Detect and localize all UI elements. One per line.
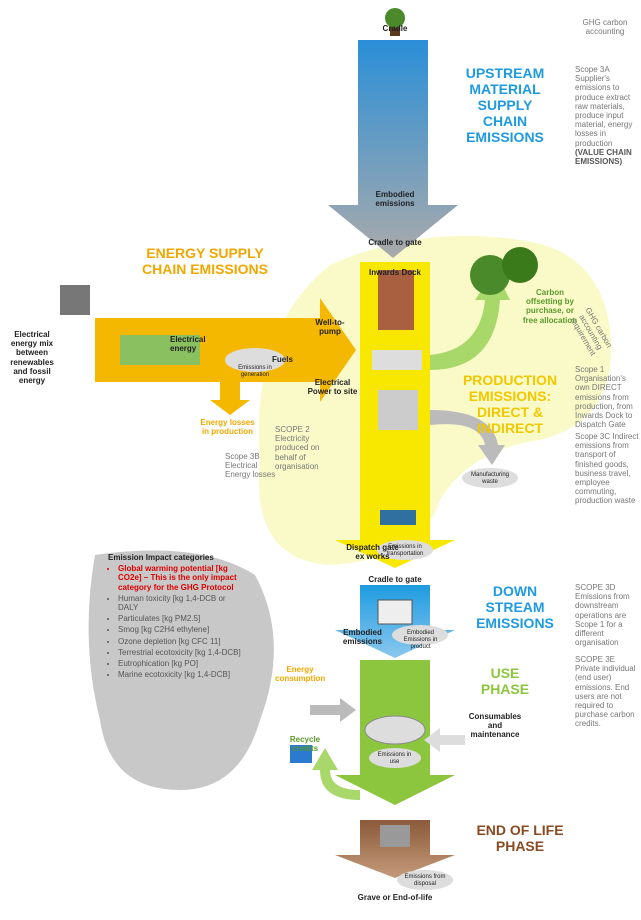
- label: Energy consumption: [275, 665, 325, 683]
- impact-item: Global warming potential [kg CO2e] – Thi…: [118, 564, 248, 592]
- scope: Scope 3A Supplier's emissions to produce…: [575, 65, 637, 166]
- label: Electrical energy mix between renewables…: [2, 330, 62, 385]
- impact-item: Human toxicity [kg 1,4-DCB or DALY: [118, 594, 248, 612]
- impact-item: Ozone depletion [kg CFC 11]: [118, 637, 248, 646]
- scope: Scope 1 Organisation's own DIRECT emissi…: [575, 365, 637, 429]
- impact-item: Terrestrial ecotoxicity [kg 1,4-DCB]: [118, 648, 248, 657]
- label: Embodied emissions: [340, 628, 385, 646]
- list: Global warming potential [kg CO2e] – Thi…: [108, 564, 248, 679]
- label: Dispatch gate ex works: [345, 543, 400, 561]
- impact-item: Particulates [kg PM2.5]: [118, 614, 248, 623]
- label: Cradle to gate: [365, 238, 425, 247]
- label: Well-to-pump: [305, 318, 355, 336]
- diagram: Cradle GHG carbon accounting UPSTREAM MA…: [0, 0, 641, 920]
- label: Electrical Power to site: [305, 378, 360, 396]
- label: Electrical energy: [170, 335, 220, 353]
- scope: SCOPE 3E Private individual (end user) e…: [575, 655, 637, 729]
- label: Cradle: [365, 24, 425, 33]
- title: DOWN STREAM EMISSIONS: [465, 583, 565, 631]
- label: Emissions in use: [372, 752, 417, 766]
- text: (VALUE CHAIN EMISSIONS): [575, 148, 632, 166]
- scope: SCOPE 3D Emissions from downstream opera…: [575, 583, 637, 647]
- title: UPSTREAM MATERIAL SUPPLY CHAIN EMISSIONS: [455, 65, 555, 145]
- impact-item: Marine ecotoxicity [kg 1,4-DCB]: [118, 670, 248, 679]
- heading: Emission Impact categories: [108, 553, 248, 562]
- label: Recycle credits: [285, 735, 325, 753]
- label: Manufacturing waste: [465, 472, 515, 486]
- scope: SCOPE 2 Electricity produced on behalf o…: [275, 425, 337, 471]
- impact-item: Eutrophication [kg PO]: [118, 659, 248, 668]
- label: Energy losses in production: [200, 418, 255, 436]
- label: Embodied Emissions in product: [398, 630, 443, 651]
- label: Cradle to gate: [365, 575, 425, 584]
- label: Fuels: [272, 355, 312, 364]
- title: ENERGY SUPPLY CHAIN EMISSIONS: [140, 245, 270, 277]
- scope: Scope 3C Indirect emissions from transpo…: [575, 432, 639, 506]
- title: PRODUCTION EMISSIONS: DIRECT & INDIRECT: [455, 372, 565, 436]
- label: Consumables and maintenance: [465, 712, 525, 740]
- impact-item: Smog [kg C2H4 ethylene]: [118, 625, 248, 634]
- title: USE PHASE: [475, 665, 535, 697]
- label: Inwards Dock: [365, 268, 425, 277]
- label: Embodied emissions: [365, 190, 425, 208]
- title: END OF LIFE PHASE: [470, 822, 570, 854]
- text: Scope 3A Supplier's emissions to produce…: [575, 65, 632, 148]
- label: Grave or End-of-life: [355, 893, 435, 902]
- impact-list: Emission Impact categories Global warmin…: [108, 553, 248, 681]
- label: Emissions from disposal: [400, 874, 450, 888]
- label: Emissions in generation: [235, 365, 275, 379]
- header: GHG carbon accounting: [575, 18, 635, 36]
